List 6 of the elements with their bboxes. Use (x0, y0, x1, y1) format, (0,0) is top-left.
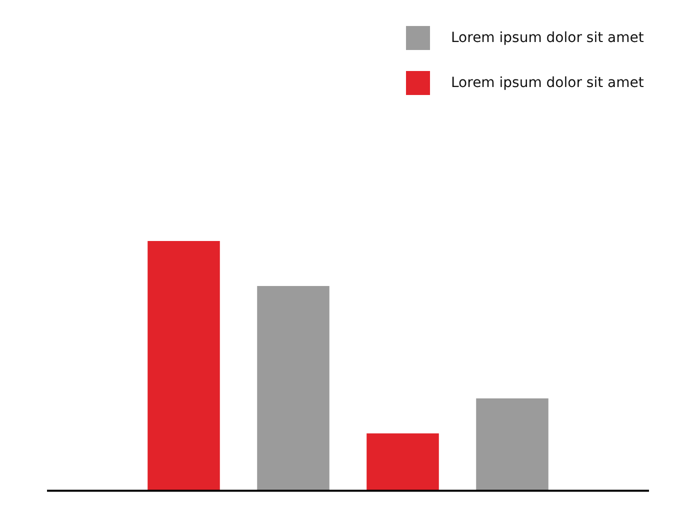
bar (148, 241, 220, 491)
legend-label: Lorem ipsum dolor sit amet (451, 30, 644, 46)
bar (257, 286, 330, 491)
legend-label: Lorem ipsum dolor sit amet (451, 75, 644, 91)
bar (476, 398, 548, 491)
bar (366, 433, 439, 491)
